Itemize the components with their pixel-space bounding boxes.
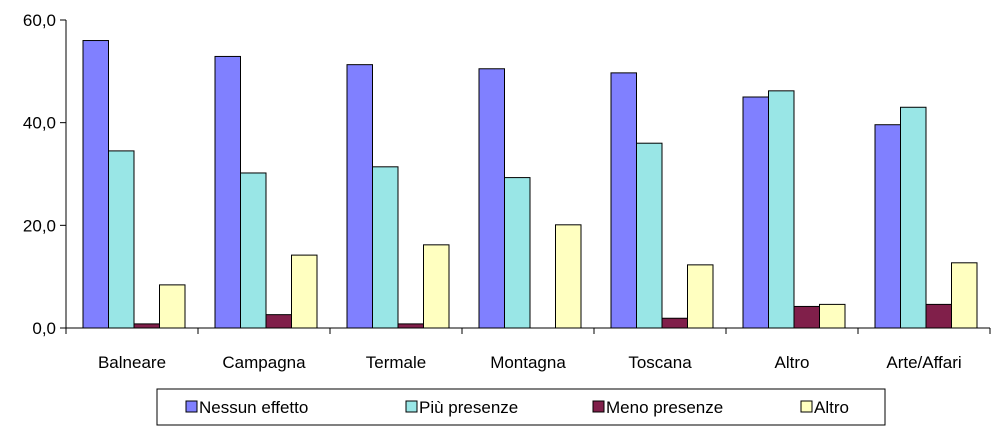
x-tick-label: Altro [775, 353, 810, 372]
bar [346, 64, 373, 329]
legend-box [156, 388, 886, 426]
bar [504, 177, 531, 329]
x-tick-label: Arte/Affari [886, 353, 961, 372]
y-tick-label: 40,0 [23, 114, 56, 133]
legend-label: Più presenze [419, 398, 518, 417]
x-tick-label: Campagna [222, 353, 306, 372]
bar [240, 172, 267, 329]
bar [478, 68, 505, 329]
bar [372, 166, 399, 329]
legend: Nessun effetto Più presenze Meno presenz… [156, 388, 886, 426]
legend-swatch [405, 400, 418, 413]
legend-swatch [592, 400, 605, 413]
bar [636, 142, 663, 329]
bar [133, 323, 160, 329]
x-tick-label: Montagna [490, 353, 566, 372]
bar [82, 40, 109, 329]
bar [159, 284, 186, 329]
legend-label: Meno presenze [606, 398, 723, 417]
legend-label: Altro [814, 398, 849, 417]
y-tick-label: 0,0 [32, 319, 56, 338]
bar [874, 124, 901, 329]
bar [291, 254, 318, 329]
y-tick-label: 60,0 [23, 11, 56, 30]
x-axis-ticks: Balneare Campagna Termale Montagna Tosca… [98, 353, 962, 372]
bar [265, 314, 292, 329]
bar [397, 323, 424, 329]
bars [82, 40, 978, 329]
bar [793, 305, 820, 329]
x-tick-label: Balneare [98, 353, 166, 372]
bar [951, 262, 978, 329]
bar [214, 55, 241, 329]
bar [925, 303, 952, 329]
bar [108, 150, 135, 329]
legend-swatch [800, 400, 813, 413]
bar [423, 244, 450, 329]
bar [610, 72, 637, 329]
legend-swatch [185, 400, 198, 413]
x-tick-label: Termale [366, 353, 426, 372]
bar [768, 90, 795, 329]
y-tick-label: 20,0 [23, 216, 56, 235]
y-axis-ticks: 0,0 20,0 40,0 60,0 [23, 11, 56, 338]
legend-label: Nessun effetto [199, 398, 308, 417]
x-tick-label: Toscana [628, 353, 692, 372]
bar [661, 317, 688, 329]
bar [900, 106, 927, 329]
bar [687, 264, 714, 329]
bar [555, 224, 582, 329]
bar [819, 303, 846, 329]
bar [742, 96, 769, 329]
